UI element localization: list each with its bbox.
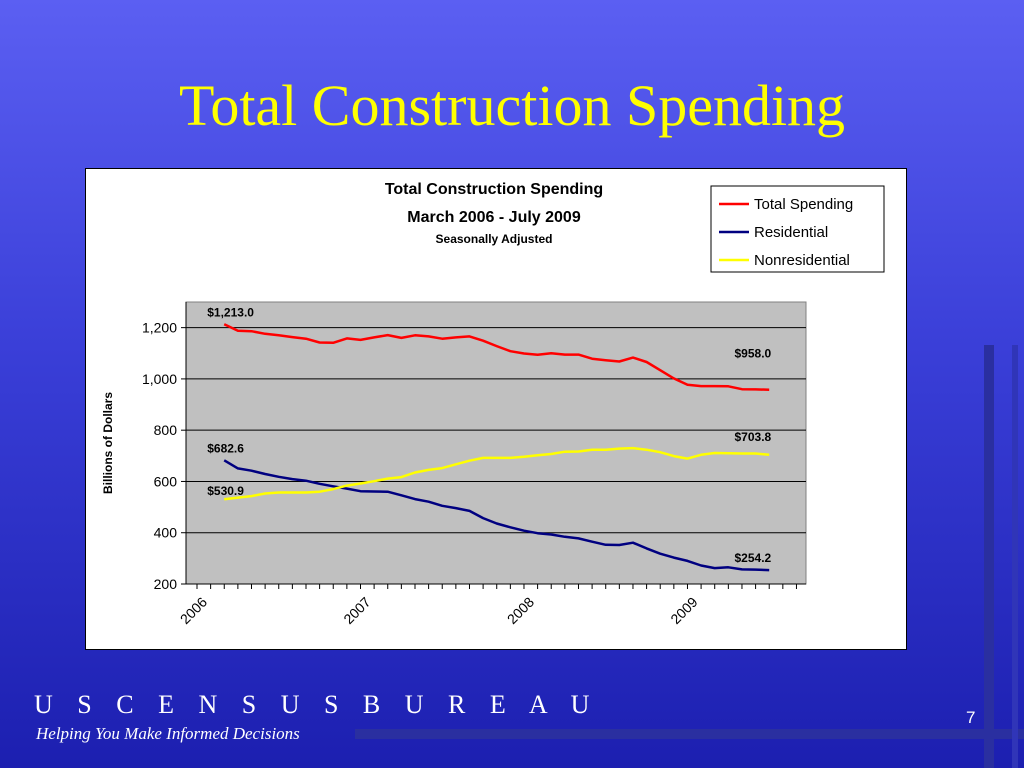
chart-subtitle: March 2006 - July 2009 [407,209,581,226]
x-tick-label: 2007 [340,594,373,627]
x-tick-label: 2009 [667,594,700,627]
y-tick-label: 800 [154,422,178,438]
y-tick-label: 1,200 [142,320,177,336]
chart-note: Seasonally Adjusted [436,232,553,246]
line-chart: Total Construction Spending March 2006 - … [101,181,885,627]
page-number: 7 [966,708,976,727]
y-tick-label: 200 [154,576,178,592]
chart-container: Total Construction Spending March 2006 - … [85,168,907,650]
data-label: $1,213.0 [207,305,254,319]
legend-box [710,185,885,273]
legend-label: Total Spending [754,196,853,213]
data-label: $254.2 [735,551,772,565]
plot-area [185,301,807,585]
slide-title: Total Construction Spending [178,73,846,138]
y-axis-label: Billions of Dollars [101,392,115,494]
series-line-total-spending [223,323,770,391]
y-tick-label: 1,000 [142,371,177,387]
census-tagline: Helping You Make Informed Decisions [36,724,300,743]
footer-horizontal-bar [355,729,1024,739]
y-tick-label: 600 [154,473,178,489]
legend-label: Nonresidential [754,252,850,269]
x-tick-label: 2008 [504,594,537,627]
chart-title: Total Construction Spending [385,181,603,198]
x-tick-label: 2006 [177,594,210,627]
y-tick-label: 400 [154,525,178,541]
data-label: $703.8 [735,430,772,444]
footer-vertical-bar-secondary [1012,345,1018,768]
legend-label: Residential [754,224,828,241]
census-bureau-brand: U S C E N S U S B U R E A U [34,690,599,719]
series-line-nonresidential [224,446,770,501]
footer-vertical-bar [984,345,994,768]
series-line-residential [223,459,770,572]
data-label: $958.0 [735,347,772,361]
data-label: $530.9 [207,484,244,498]
data-label: $682.6 [207,441,244,455]
